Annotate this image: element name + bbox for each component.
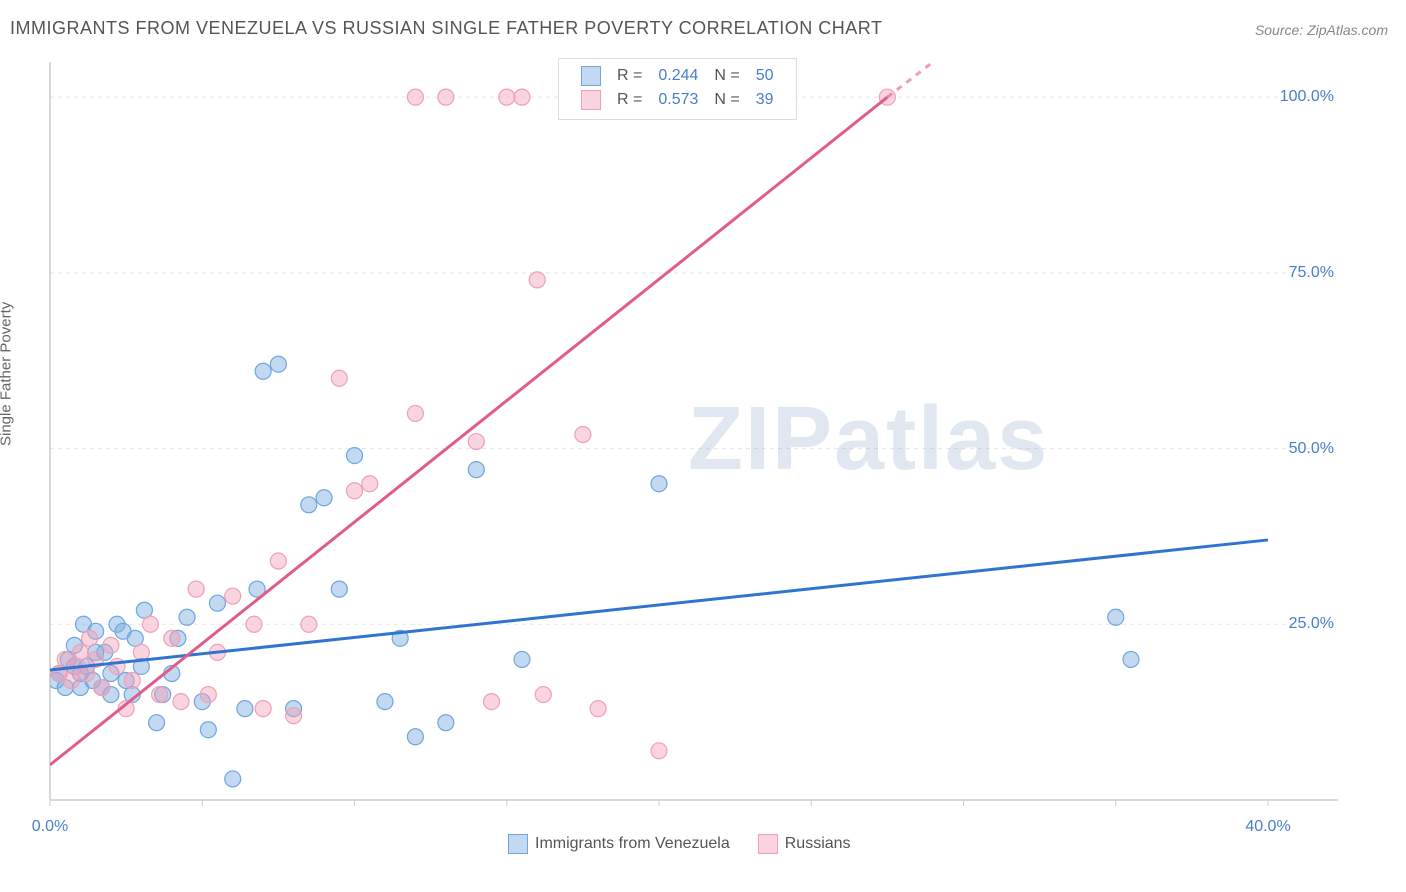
data-point	[237, 701, 253, 717]
y-tick-label: 25.0%	[1289, 615, 1334, 633]
data-point	[514, 89, 530, 105]
legend-label: Immigrants from Venezuela	[535, 835, 730, 852]
data-point	[103, 637, 119, 653]
data-point	[255, 363, 271, 379]
data-point	[407, 405, 423, 421]
data-point	[1123, 651, 1139, 667]
regression-line	[50, 97, 887, 765]
data-point	[468, 434, 484, 450]
legend-item: Russians	[758, 834, 851, 854]
data-point	[246, 616, 262, 632]
y-tick-label: 100.0%	[1280, 88, 1334, 106]
x-tick-label: 40.0%	[1245, 818, 1290, 836]
source-attribution: Source: ZipAtlas.com	[1255, 22, 1388, 38]
data-point	[590, 701, 606, 717]
data-point	[407, 729, 423, 745]
data-point	[575, 427, 591, 443]
legend-box-row: R =0.573N =39	[573, 88, 782, 112]
n-value: 39	[748, 88, 782, 112]
data-point	[94, 680, 110, 696]
data-point	[484, 694, 500, 710]
data-point	[651, 476, 667, 492]
n-label: N =	[706, 64, 747, 88]
legend-swatch	[758, 834, 778, 854]
y-tick-label: 50.0%	[1289, 440, 1334, 458]
data-point	[142, 616, 158, 632]
x-tick-label: 0.0%	[32, 818, 68, 836]
source-prefix: Source:	[1255, 22, 1307, 38]
r-label: R =	[609, 64, 650, 88]
data-point	[316, 490, 332, 506]
legend-swatch	[581, 90, 601, 110]
r-value: 0.573	[650, 88, 706, 112]
data-point	[347, 483, 363, 499]
regression-extrapolation	[887, 58, 978, 97]
data-point	[200, 722, 216, 738]
data-point	[173, 694, 189, 710]
data-point	[301, 616, 317, 632]
data-point	[286, 708, 302, 724]
data-point	[651, 743, 667, 759]
legend-box-row: R =0.244N =50	[573, 64, 782, 88]
data-point	[301, 497, 317, 513]
data-point	[209, 595, 225, 611]
data-point	[133, 644, 149, 660]
chart-container: IMMIGRANTS FROM VENEZUELA VS RUSSIAN SIN…	[0, 0, 1406, 892]
data-point	[535, 687, 551, 703]
data-point	[499, 89, 515, 105]
data-point	[225, 588, 241, 604]
data-point	[164, 630, 180, 646]
r-value: 0.244	[650, 64, 706, 88]
data-point	[72, 644, 88, 660]
data-point	[407, 89, 423, 105]
data-point	[438, 89, 454, 105]
series-legend: Immigrants from Venezuela Russians	[508, 834, 851, 854]
data-point	[270, 356, 286, 372]
legend-label: Russians	[785, 835, 851, 852]
data-point	[270, 553, 286, 569]
legend-swatch	[508, 834, 528, 854]
chart-title: IMMIGRANTS FROM VENEZUELA VS RUSSIAN SIN…	[10, 18, 882, 39]
regression-line	[50, 540, 1268, 670]
n-value: 50	[748, 64, 782, 88]
data-point	[438, 715, 454, 731]
data-point	[514, 651, 530, 667]
data-point	[362, 476, 378, 492]
correlation-legend: R =0.244N =50R =0.573N =39	[558, 58, 797, 120]
data-point	[347, 448, 363, 464]
y-tick-label: 75.0%	[1289, 264, 1334, 282]
data-point	[82, 630, 98, 646]
data-point	[377, 694, 393, 710]
r-label: R =	[609, 88, 650, 112]
data-point	[149, 715, 165, 731]
plot-area: ZIPatlas R =0.244N =50R =0.573N =39 Immi…	[48, 58, 1338, 828]
data-point	[331, 581, 347, 597]
data-point	[468, 462, 484, 478]
data-point	[529, 272, 545, 288]
n-label: N =	[706, 88, 747, 112]
y-axis-label: Single Father Poverty	[0, 302, 15, 446]
data-point	[225, 771, 241, 787]
data-point	[1108, 609, 1124, 625]
data-point	[124, 673, 140, 689]
data-point	[188, 581, 204, 597]
plot-svg	[48, 58, 1338, 828]
legend-item: Immigrants from Venezuela	[508, 834, 730, 854]
data-point	[331, 370, 347, 386]
legend-swatch	[581, 66, 601, 86]
data-point	[255, 701, 271, 717]
data-point	[152, 687, 168, 703]
source-name: ZipAtlas.com	[1307, 22, 1388, 38]
data-point	[200, 687, 216, 703]
data-point	[179, 609, 195, 625]
